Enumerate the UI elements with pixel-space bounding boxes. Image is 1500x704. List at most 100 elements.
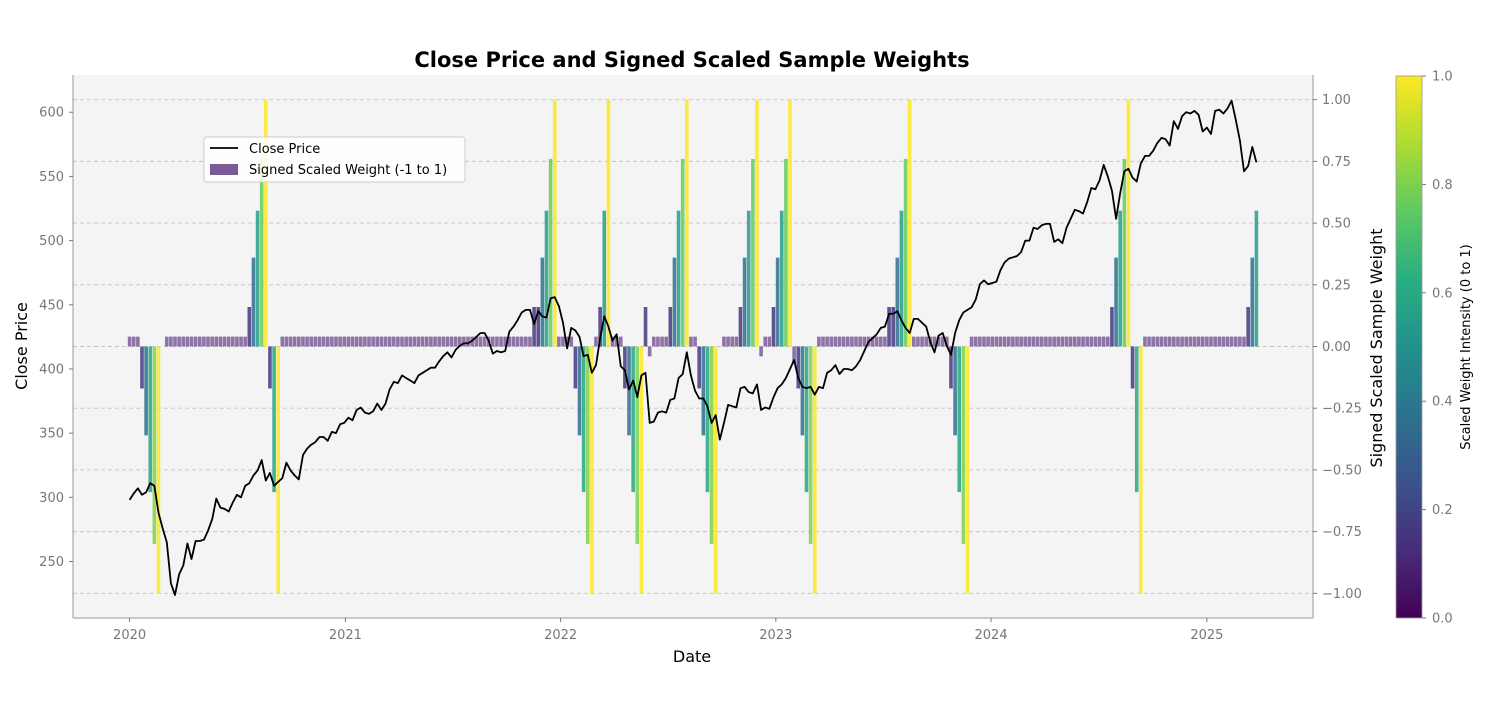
weight-bar [251,257,256,347]
weight-bar [821,336,825,347]
weight-bar [519,336,524,347]
weight-bar [317,336,322,347]
weight-bar [1163,336,1168,347]
weight-bar [598,307,602,347]
weight-bar [932,336,937,347]
weight-bar [561,336,565,347]
weight-bar [1209,336,1213,347]
weight-bar [552,99,557,347]
weight-bar [1118,210,1122,347]
weight-bar [164,336,169,347]
weight-bar [631,346,635,493]
weight-bar [321,336,326,347]
weight-bar [982,336,986,347]
weight-bar [544,210,549,347]
weight-bar [899,210,904,347]
weight-bar [1015,336,1019,347]
weight-bar [841,336,846,347]
weight-bar [1044,336,1048,347]
weight-bar [812,346,817,594]
weight-bar [136,336,140,347]
axis-ticks: 2020 2021 2022 2023 2024 2025 250 300 350 400 450 5… [39,93,1362,643]
weight-bar [1180,336,1184,347]
weight-bar [1238,336,1242,347]
weight-bar [1085,336,1089,347]
weight-bar [742,257,747,347]
weight-bar [429,336,433,347]
weight-bar [396,336,400,347]
weight-bar [404,336,408,347]
weight-bar [482,336,487,347]
weight-bar [342,336,347,347]
weight-bar [453,336,458,347]
y-left-axis-label: Close Price [12,302,31,390]
weight-bar [177,336,181,347]
weight-bar [1229,336,1234,347]
weight-bar [1039,336,1044,347]
weight-bar [127,336,132,347]
weight-bar [140,346,144,389]
y-left-tick-label: 300 [39,491,64,506]
weight-bar [511,336,516,347]
weight-bar [907,99,912,347]
weight-bar [1072,336,1077,347]
weight-bar [144,346,148,436]
weight-bar [771,307,776,347]
legend: Close Price Signed Scaled Weight (-1 to … [203,136,466,183]
y-right-tick-label: 0.75 [1322,155,1351,170]
weight-bar [936,336,941,347]
weight-bar [325,336,330,347]
x-tick-label: 2025 [1190,628,1223,643]
weight-bar [387,336,392,347]
y-right-tick-label: 0.00 [1322,340,1351,355]
weight-bar [973,336,978,347]
weight-bar [618,336,623,347]
y-right-tick-label: −0.75 [1322,525,1362,540]
weight-bar [705,346,710,493]
weight-bar [1233,336,1238,347]
weight-bar [800,346,805,436]
weight-bar [1196,336,1201,347]
weight-bar [940,336,945,347]
weight-bar [1188,336,1193,347]
weight-bar [437,336,441,347]
weight-bar [788,99,792,347]
weight-bar [837,336,842,347]
weight-bar [1167,336,1172,347]
weight-bar [903,158,908,347]
y-left-tick-label: 400 [39,362,64,377]
weight-bar [825,336,829,347]
legend-weights: Signed Scaled Weight (-1 to 1) [249,163,447,178]
weight-bar [495,336,499,347]
weight-bar [730,336,735,347]
weight-bar [1019,336,1023,347]
weight-bar [647,346,652,357]
weight-bar [243,336,247,347]
weight-bar [1006,336,1011,347]
weight-bar [557,336,561,347]
weight-bar [503,336,508,347]
weight-bar [709,346,714,544]
weight-bar [532,307,536,347]
weight-bar [1200,336,1205,347]
weight-bar [1114,257,1118,347]
weight-bar [998,336,1003,347]
weight-bar [288,336,293,347]
weight-bar [441,336,446,347]
weight-bar [916,336,920,347]
weight-bar [218,336,223,347]
weight-bar [280,336,285,347]
weight-bar [912,336,916,347]
weight-bar [1159,336,1164,347]
weight-bar [817,336,821,347]
weight-bar [606,99,611,347]
weight-bar [420,336,425,347]
weight-bar [693,336,697,347]
weight-bar [585,346,590,544]
weight-bar [1052,336,1056,347]
weight-bar [338,336,342,347]
weight-bar [1184,336,1189,347]
y-right-tick-label: −0.25 [1322,402,1362,417]
weight-bar [239,336,243,347]
weight-bar [701,346,706,436]
